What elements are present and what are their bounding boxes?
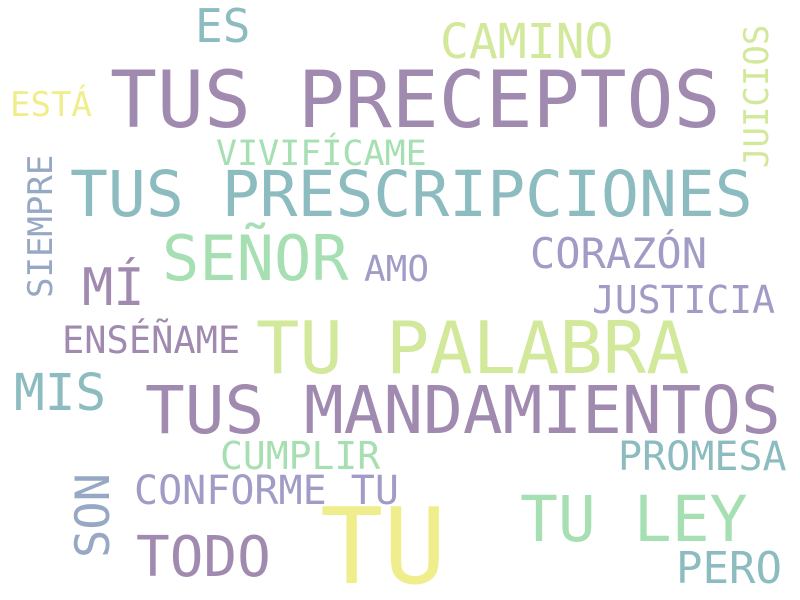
word-promesa: PROMESA xyxy=(618,434,787,480)
word-mis: MIS xyxy=(14,364,107,423)
word-tu-palabra: TU PALABRA xyxy=(256,306,690,390)
word-conforme-tu: CONFORME TU xyxy=(134,468,399,514)
word-tu-ley: TU LEY xyxy=(520,483,748,556)
word-amo: AMO xyxy=(364,249,430,290)
word-senor: SEÑOR xyxy=(162,222,349,295)
word-tus-prescripciones: TUS PRESCRIPCIONES xyxy=(70,158,753,231)
word-justicia: JUSTICIA xyxy=(592,278,776,322)
word-camino: CAMINO xyxy=(440,14,614,70)
word-son: SON xyxy=(66,473,121,558)
word-pero: PERO xyxy=(676,543,782,594)
word-tus-preceptos: TUS PRECEPTOS xyxy=(110,56,721,146)
word-mi: MÍ xyxy=(82,258,145,318)
word-vivificame: VIVIFÍCAME xyxy=(216,134,427,174)
word-es: ES xyxy=(195,0,251,53)
word-tus-mandamientos: TUS MANDAMIENTOS xyxy=(145,372,781,449)
word-juicios: JUICIOS xyxy=(737,24,777,168)
word-tu: TU xyxy=(320,486,447,600)
word-siempre: SIEMPRE xyxy=(21,154,61,298)
word-cumplir: CUMPLIR xyxy=(220,434,381,478)
word-ensename: ENSÉÑAME xyxy=(62,319,241,362)
word-todo: TODO xyxy=(136,525,271,590)
word-corazon: CORAZÓN xyxy=(530,229,708,278)
word-esta: ESTÁ xyxy=(10,85,92,125)
